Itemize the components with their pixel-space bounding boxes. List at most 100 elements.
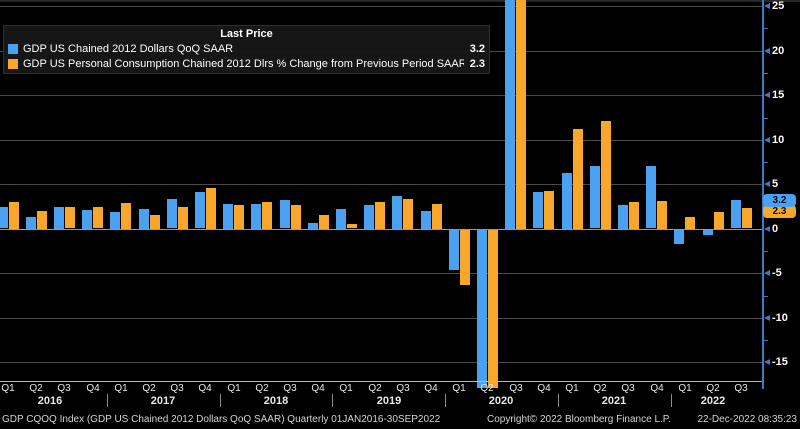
- y-tick-label-0: 0: [772, 223, 779, 235]
- bar-pce-2022-Q1: [685, 217, 695, 229]
- x-tick-2016-Q3: Q3: [57, 383, 71, 394]
- series-swatch-gdp: [8, 43, 18, 54]
- x-tick-2018-Q4: Q4: [311, 383, 325, 394]
- chart-plot-area[interactable]: [0, 0, 762, 388]
- x-year-label-2019: 2019: [376, 395, 402, 407]
- bar-gdp-2016-Q4: [82, 210, 92, 229]
- x-tick-2016-Q1: Q1: [1, 383, 15, 394]
- y-tick-mark-20: [764, 48, 770, 54]
- bar-pce-2017-Q1: [121, 203, 131, 229]
- footer-ticker-info: GDP CQOQ Index (GDP US Chained 2012 Doll…: [2, 414, 441, 425]
- y-tick-minor: [764, 73, 768, 74]
- x-tick-2016-Q4: Q4: [86, 383, 100, 394]
- x-tick-2020-Q2: Q2: [480, 383, 494, 394]
- y-tick-mark-5: [764, 181, 770, 187]
- bar-pce-2016-Q2: [37, 211, 47, 229]
- legend-item-pce[interactable]: GDP US Personal Consumption Chained 2012…: [8, 56, 485, 71]
- bar-pce-2016-Q3: [65, 207, 75, 228]
- bar-pce-2019-Q2: [375, 202, 385, 229]
- y-tick-label-25: 25: [772, 0, 785, 12]
- bar-gdp-2019-Q2: [364, 205, 374, 229]
- bar-pce-2018-Q4: [319, 215, 329, 229]
- x-tick-2021-Q4: Q4: [650, 383, 664, 394]
- x-axis-line: [0, 381, 762, 382]
- y-tick-mark--15: [764, 359, 770, 365]
- bar-gdp-2022-Q3: [731, 200, 741, 228]
- footer-copyright: Copyright© 2022 Bloomberg Finance L.P.: [487, 414, 671, 425]
- bar-pce-2019-Q1: [347, 224, 357, 228]
- bar-gdp-2019-Q3: [392, 196, 402, 229]
- bar-gdp-2019-Q1: [336, 209, 346, 229]
- bar-gdp-2021-Q4: [646, 166, 656, 228]
- legend-value-pce: 2.3: [469, 57, 485, 70]
- bar-gdp-2021-Q2: [590, 166, 600, 228]
- year-separator: [107, 394, 108, 407]
- x-tick-2018-Q2: Q2: [255, 383, 269, 394]
- x-tick-2022-Q3: Q3: [734, 383, 748, 394]
- legend-item-gdp[interactable]: GDP US Chained 2012 Dollars QoQ SAAR 3.2: [8, 41, 485, 56]
- bar-pce-2017-Q4: [206, 188, 216, 229]
- x-year-label-2021: 2021: [601, 395, 627, 407]
- bar-pce-2019-Q3: [403, 199, 413, 229]
- bar-pce-2018-Q2: [262, 202, 272, 229]
- last-price-badge-pce: 2.3: [763, 205, 796, 218]
- x-tick-2021-Q1: Q1: [565, 383, 579, 394]
- bar-pce-2021-Q1: [573, 129, 583, 229]
- x-tick-2016-Q2: Q2: [29, 383, 43, 394]
- x-tick-2022-Q1: Q1: [678, 383, 692, 394]
- x-year-label-2022: 2022: [700, 395, 726, 407]
- y-tick-minor: [764, 251, 768, 252]
- x-tick-2017-Q2: Q2: [142, 383, 156, 394]
- bar-gdp-2019-Q4: [421, 211, 431, 229]
- gridline--15: [0, 362, 762, 363]
- x-tick-2019-Q2: Q2: [368, 383, 382, 394]
- y-tick-mark-10: [764, 137, 770, 143]
- year-separator: [220, 394, 221, 407]
- y-tick-label-10: 10: [772, 134, 785, 146]
- y-tick-minor: [764, 162, 768, 163]
- y-tick-label--10: -10: [772, 312, 788, 324]
- y-tick-mark-0: [764, 226, 770, 232]
- bar-gdp-2017-Q4: [195, 192, 205, 228]
- y-tick-label--5: -5: [772, 267, 782, 279]
- x-tick-2019-Q1: Q1: [339, 383, 353, 394]
- series-swatch-pce: [8, 58, 18, 69]
- x-year-label-2017: 2017: [150, 395, 176, 407]
- y-tick-minor: [764, 28, 768, 29]
- year-separator: [445, 394, 446, 407]
- legend-label-gdp: GDP US Chained 2012 Dollars QoQ SAAR: [23, 42, 234, 55]
- bar-gdp-2021-Q3: [618, 205, 628, 229]
- x-tick-2020-Q3: Q3: [509, 383, 523, 394]
- x-tick-2022-Q2: Q2: [706, 383, 720, 394]
- x-year-label-2016: 2016: [37, 395, 63, 407]
- bar-gdp-2018-Q3: [280, 200, 290, 228]
- gridline-15: [0, 95, 762, 96]
- legend-label-pce: GDP US Personal Consumption Chained 2012…: [23, 57, 464, 70]
- bar-pce-2019-Q4: [432, 204, 442, 229]
- y-tick-minor: [764, 340, 768, 341]
- gridline--5: [0, 273, 762, 274]
- y-tick-mark--10: [764, 315, 770, 321]
- y-tick-label-15: 15: [772, 89, 785, 101]
- bar-gdp-2020-Q4: [533, 192, 543, 228]
- bar-gdp-2017-Q3: [167, 199, 177, 228]
- bar-gdp-2022-Q2: [703, 230, 713, 235]
- bar-gdp-2022-Q1: [674, 230, 684, 244]
- bar-pce-2021-Q2: [601, 121, 611, 229]
- x-tick-2019-Q3: Q3: [396, 383, 410, 394]
- bar-pce-2016-Q4: [93, 207, 103, 228]
- y-tick-minor: [764, 118, 768, 119]
- bar-gdp-2020-Q1: [449, 230, 459, 270]
- bar-pce-2022-Q2: [714, 212, 724, 229]
- bar-pce-2020-Q2: [488, 230, 498, 388]
- x-tick-2018-Q1: Q1: [227, 383, 241, 394]
- gridline-5: [0, 184, 762, 185]
- x-tick-2019-Q4: Q4: [424, 383, 438, 394]
- gridline--10: [0, 318, 762, 319]
- bar-gdp-2017-Q2: [139, 209, 149, 229]
- bar-gdp-2016-Q3: [54, 207, 64, 229]
- last-price-badge-gdp: 3.2: [763, 194, 796, 207]
- year-separator: [671, 394, 672, 407]
- x-year-label-2020: 2020: [488, 395, 514, 407]
- bar-pce-2020-Q3: [516, 0, 526, 229]
